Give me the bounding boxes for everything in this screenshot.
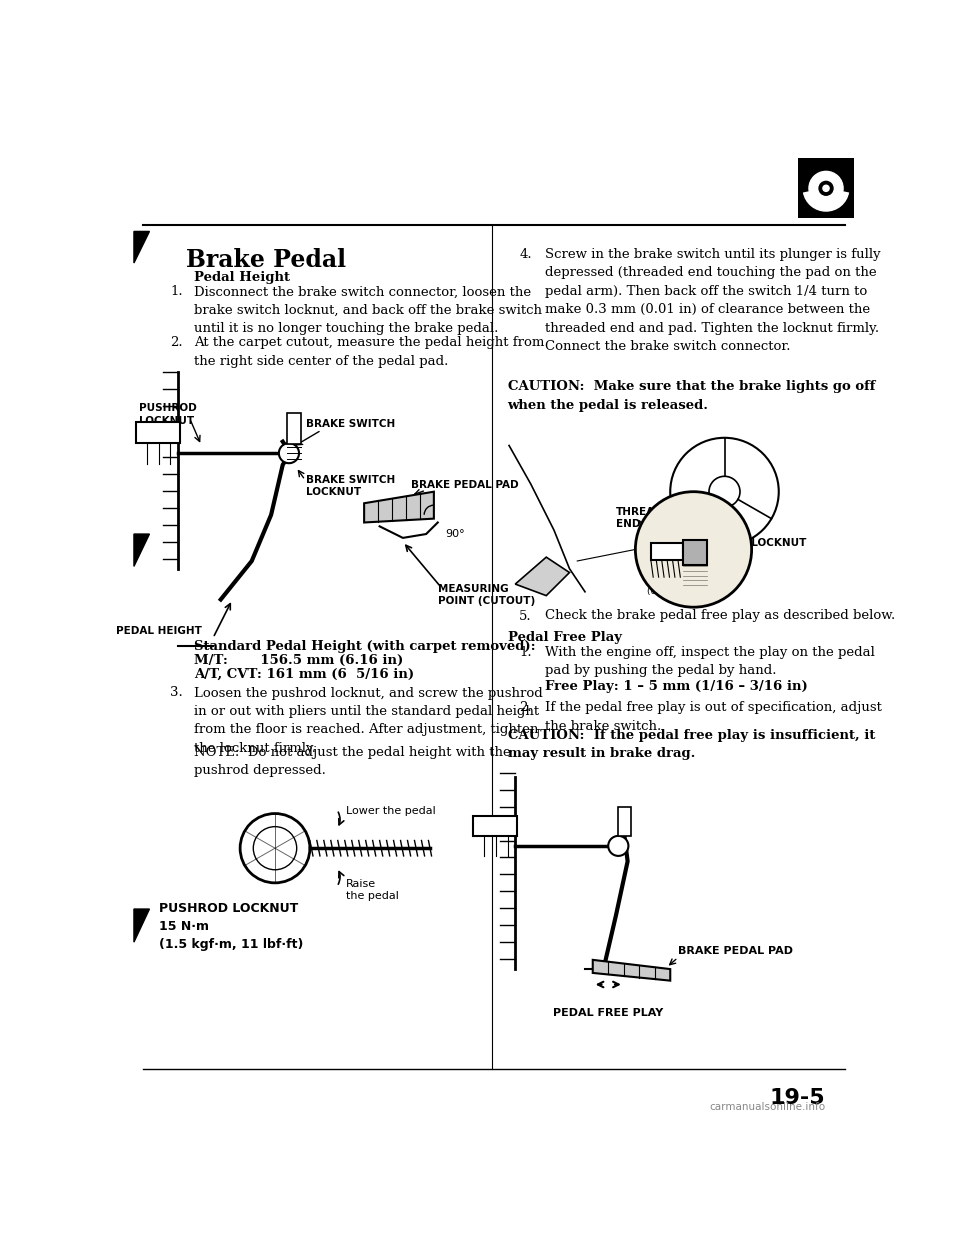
Polygon shape [134,534,150,566]
FancyBboxPatch shape [618,806,631,836]
Text: 2.: 2. [519,702,532,714]
FancyBboxPatch shape [684,540,707,565]
Text: -LOCKNUT: -LOCKNUT [748,538,807,548]
Text: PEDAL HEIGHT: PEDAL HEIGHT [115,626,202,636]
Text: Screw in the brake switch until its plunger is fully
depressed (threaded end tou: Screw in the brake switch until its plun… [544,247,880,353]
Circle shape [819,181,833,195]
Text: PUSHROD LOCKNUT
15 N·m
(1.5 kgf·m, 11 lbf·ft): PUSHROD LOCKNUT 15 N·m (1.5 kgf·m, 11 lb… [158,902,303,951]
FancyBboxPatch shape [287,414,300,443]
FancyBboxPatch shape [135,422,180,443]
Text: 5.: 5. [519,610,532,622]
Circle shape [609,836,629,856]
Text: BRAKE SWITCH
LOCKNUT: BRAKE SWITCH LOCKNUT [306,474,396,497]
FancyBboxPatch shape [472,816,516,836]
Text: 0.3 mm
(0.01 in): 0.3 mm (0.01 in) [647,576,685,596]
Text: 90°: 90° [445,529,466,539]
Text: 3.: 3. [170,687,183,699]
Text: Raise
the pedal: Raise the pedal [347,879,399,902]
Polygon shape [364,492,434,523]
Text: Check the brake pedal free play as described below.: Check the brake pedal free play as descr… [544,610,895,622]
Text: CAUTION:  If the pedal free play is insufficient, it
may result in brake drag.: CAUTION: If the pedal free play is insuf… [508,729,875,760]
Polygon shape [134,909,150,943]
Polygon shape [516,558,569,596]
Text: BRAKE PEDAL PAD: BRAKE PEDAL PAD [411,481,518,491]
Text: Standard Pedal Height (with carpet removed):: Standard Pedal Height (with carpet remov… [194,641,536,653]
Text: BRAKE SWITCH: BRAKE SWITCH [306,419,396,428]
Text: If the pedal free play is out of specification, adjust
the brake switch.: If the pedal free play is out of specifi… [544,702,881,733]
Text: 1.: 1. [170,286,183,298]
Text: CAUTION:  Make sure that the brake lights go off
when the pedal is released.: CAUTION: Make sure that the brake lights… [508,380,875,411]
Circle shape [809,171,843,205]
Circle shape [805,168,847,209]
Polygon shape [134,231,150,263]
Text: A/T, CVT: 161 mm (6  5/16 in): A/T, CVT: 161 mm (6 5/16 in) [194,668,414,681]
Polygon shape [592,960,670,981]
Text: Pedal Free Play: Pedal Free Play [508,631,621,645]
Text: 4.: 4. [519,247,532,261]
Text: NOTE:  Do not adjust the pedal height with the
pushrod depressed.: NOTE: Do not adjust the pedal height wit… [194,745,511,777]
Text: carmanualsonline.info: carmanualsonline.info [709,1102,826,1112]
Text: Disconnect the brake switch connector, loosen the
brake switch locknut, and back: Disconnect the brake switch connector, l… [194,286,541,335]
Circle shape [823,185,829,191]
Text: Free Play: 1 – 5 mm (1/16 – 3/16 in): Free Play: 1 – 5 mm (1/16 – 3/16 in) [544,681,807,693]
Text: THREADED
END: THREADED END [616,507,680,529]
Text: 19-5: 19-5 [770,1088,826,1108]
FancyBboxPatch shape [798,158,854,219]
Text: Lower the pedal: Lower the pedal [347,806,436,816]
Text: At the carpet cutout, measure the pedal height from
the right side center of the: At the carpet cutout, measure the pedal … [194,337,544,368]
Text: PUSHROD
LOCKNUT: PUSHROD LOCKNUT [139,404,197,426]
Text: 2.: 2. [170,337,183,349]
FancyBboxPatch shape [651,543,684,560]
Text: Brake Pedal: Brake Pedal [186,247,346,272]
Text: PEDAL FREE PLAY: PEDAL FREE PLAY [553,1007,663,1017]
Circle shape [240,814,310,883]
Text: Loosen the pushrod locknut, and screw the pushrod
in or out with pliers until th: Loosen the pushrod locknut, and screw th… [194,687,542,755]
Circle shape [253,827,297,869]
Circle shape [636,492,752,607]
Text: MEASURING
POINT (CUTOUT): MEASURING POINT (CUTOUT) [438,584,535,606]
Text: Pedal Height: Pedal Height [194,271,290,283]
Text: M/T:       156.5 mm (6.16 in): M/T: 156.5 mm (6.16 in) [194,655,403,667]
Text: BRAKE PEDAL PAD: BRAKE PEDAL PAD [678,946,793,956]
Circle shape [278,443,299,463]
Text: 1.: 1. [519,646,532,658]
Text: With the engine off, inspect the play on the pedal
pad by pushing the pedal by h: With the engine off, inspect the play on… [544,646,875,677]
